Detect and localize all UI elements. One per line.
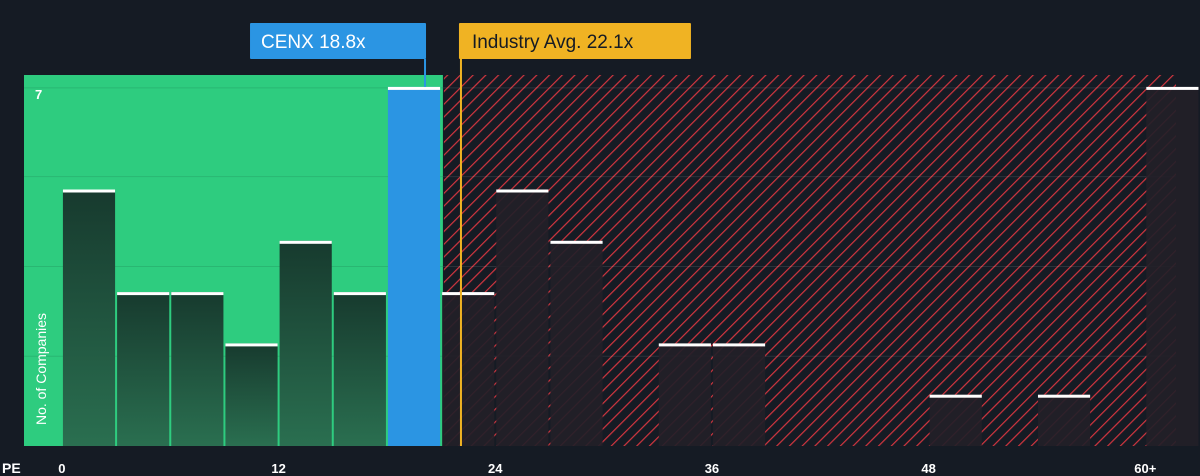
x-tick-label: 24 (488, 461, 503, 476)
bar (225, 343, 278, 446)
x-tick-label: 12 (271, 461, 285, 476)
y-axis-label: No. of Companies (33, 313, 49, 425)
cenx-callout-box (250, 23, 427, 59)
bar (1146, 86, 1199, 447)
bar-cap (496, 189, 549, 193)
bar (62, 189, 116, 446)
bar-cap (117, 292, 170, 296)
bar-cap (1037, 394, 1091, 398)
bar-cap (712, 343, 766, 347)
bar-cap (225, 343, 278, 347)
bar-cap (658, 343, 711, 347)
bar (171, 292, 224, 446)
bar (279, 240, 332, 446)
bar-cap (279, 240, 332, 244)
bar-cap (62, 189, 116, 193)
x-tick-label: 48 (921, 461, 935, 476)
bar (333, 292, 386, 446)
cenx-callout-label: CENX 18.8x (261, 32, 366, 53)
bar-cap (333, 292, 386, 296)
bar-cap (442, 292, 495, 296)
bar (1037, 394, 1091, 446)
bar-cap (929, 394, 982, 398)
bar (550, 240, 603, 446)
industry-callout-label: Industry Avg. 22.1x (472, 32, 634, 53)
industry-callout-box (458, 23, 691, 59)
x-axis-label: PE (2, 460, 21, 476)
y-tick-label: 7 (35, 87, 42, 102)
bar (117, 292, 170, 446)
bar (442, 292, 495, 446)
bar (658, 343, 711, 446)
bar-cap (171, 292, 224, 296)
bar-highlight-cenx (387, 86, 441, 447)
bar-cap-highlight (387, 86, 441, 90)
x-tick-label: 36 (705, 461, 719, 476)
bar (929, 394, 982, 446)
x-tick-label: 60+ (1134, 461, 1156, 476)
bar (712, 343, 766, 446)
x-tick-label: 0 (58, 461, 65, 476)
bar-cap (1146, 86, 1199, 90)
bar (496, 189, 549, 446)
bar-cap (550, 240, 603, 244)
